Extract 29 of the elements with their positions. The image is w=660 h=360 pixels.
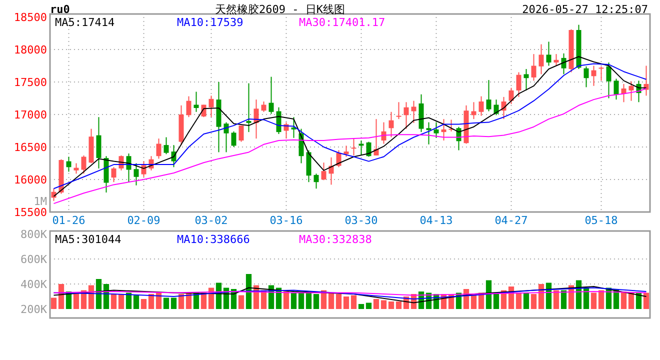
ytick: 17000: [14, 108, 47, 122]
xtick: 03-16: [270, 214, 303, 227]
ytick: 800K: [20, 228, 47, 241]
annotation: 2026-05-27 12:25:07: [522, 3, 648, 16]
ytick: 200K: [20, 303, 47, 316]
ytick: 17500: [14, 76, 47, 89]
ytick: 16500: [14, 141, 47, 154]
xtick: 01-26: [52, 214, 86, 227]
xtick: 04-13: [420, 214, 453, 227]
legend: MA10:17539: [177, 16, 244, 29]
annotation: ru0: [50, 3, 70, 16]
ytick: 18500: [14, 11, 47, 24]
legend: MA5:17414: [55, 16, 115, 29]
ytick: 600K: [20, 253, 47, 266]
annotation: 1M: [34, 195, 47, 208]
xtick: 05-18: [584, 214, 618, 227]
legend: MA10:338666: [177, 233, 250, 246]
xtick: 02-09: [127, 214, 160, 227]
title: 天然橡胶2609 - 日K线图: [215, 3, 345, 16]
ytick: 400K: [20, 278, 47, 291]
legend: MA30:332838: [299, 233, 372, 246]
xtick: 03-30: [344, 214, 378, 227]
ytick: 16000: [14, 174, 47, 186]
xtick: 03-02: [194, 214, 228, 227]
xtick: 04-27: [494, 214, 528, 227]
legend: MA5:301044: [55, 233, 122, 246]
legend: MA30:17401.17: [299, 16, 386, 29]
ytick: 15500: [14, 206, 47, 219]
ytick: 18000: [14, 44, 47, 56]
